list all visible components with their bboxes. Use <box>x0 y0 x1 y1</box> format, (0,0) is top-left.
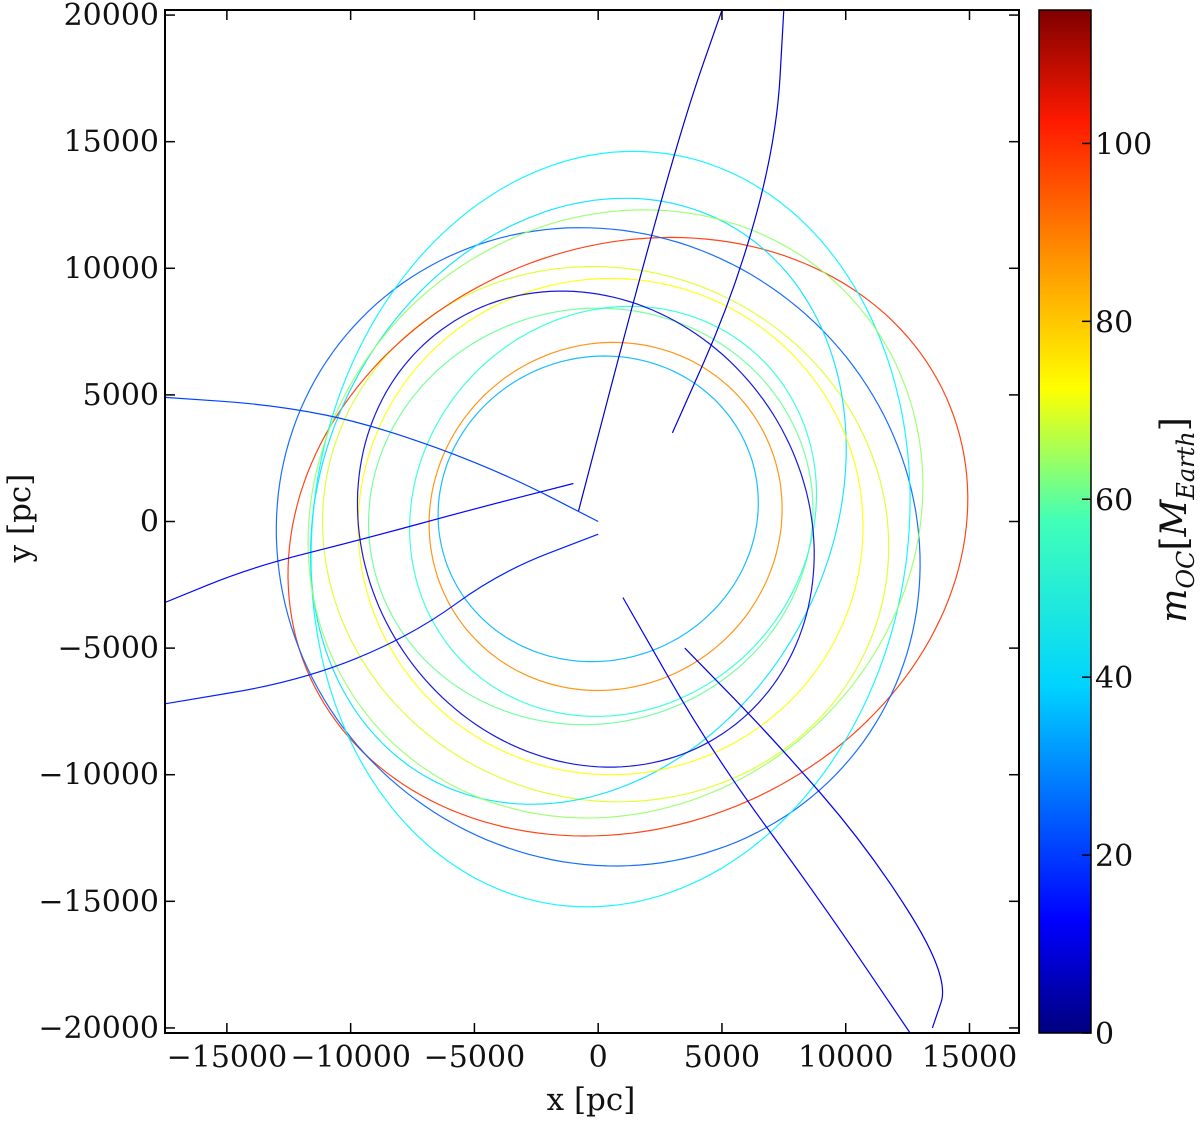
escaping-orbit-1 <box>684 647 944 1029</box>
escaping-orbit-3 <box>165 482 574 604</box>
escaping-orbit-5 <box>671 10 785 434</box>
y-tick-label: 15000 <box>64 125 159 160</box>
y-ticks: −20000 −15000 −10000 −5000 0 5000 10000 15000 20… <box>38 0 1019 1046</box>
escaping-orbit-0 <box>577 10 723 512</box>
colorbar-label: mOC[MEarth] <box>1154 417 1200 623</box>
x-tick-label: 15000 <box>922 1040 1017 1075</box>
orbit-3 <box>275 227 921 867</box>
x-tick-label: −5000 <box>424 1040 525 1075</box>
colorbar-tick-label: 40 <box>1095 661 1133 696</box>
x-tick-label: 0 <box>589 1040 608 1075</box>
plot-background <box>165 10 1019 1033</box>
colorbar-tick-label: 80 <box>1095 305 1133 340</box>
orbit-0 <box>368 307 814 726</box>
colorbar-label-base: m <box>1154 589 1195 623</box>
colorbar-label-inner-base: M <box>1154 499 1195 538</box>
colorbar-tick-label: 20 <box>1095 839 1133 874</box>
y-axis-label: y [pc] <box>2 474 38 564</box>
y-tick-label: −20000 <box>38 1011 159 1046</box>
x-tick-label: −10000 <box>290 1040 411 1075</box>
x-axis-label: x [pc] <box>547 1082 636 1118</box>
colorbar-tick-label: 100 <box>1095 127 1152 162</box>
orbit-5 <box>309 197 847 805</box>
escaping-orbit-2 <box>165 396 599 523</box>
x-tick-label: 10000 <box>798 1040 893 1075</box>
y-tick-label: 0 <box>140 505 159 540</box>
orbit-9 <box>356 290 815 768</box>
y-tick-label: 10000 <box>64 251 159 286</box>
y-tick-label: 5000 <box>83 378 159 413</box>
y-tick-label: −10000 <box>38 758 159 793</box>
colorbar-tick-label: 60 <box>1095 483 1133 518</box>
colorbar-ticks: 0 20 40 60 80 100 <box>1082 127 1152 1052</box>
orbit-4 <box>408 305 818 718</box>
escaping-orbit-6 <box>622 597 911 1033</box>
orbit-7 <box>437 355 759 663</box>
colorbar-label-sub: OC <box>1172 551 1200 589</box>
colorbar-label-bracket-open: [ <box>1154 537 1195 551</box>
x-tick-label: 5000 <box>684 1040 760 1075</box>
orbits-layer <box>165 10 969 1033</box>
orbit-1 <box>321 265 890 803</box>
x-tick-label: −15000 <box>167 1040 288 1075</box>
plot-area: −15000 −10000 −5000 0 5000 10000 15000 −20000−… <box>38 0 1020 1075</box>
colorbar: 0 20 40 60 80 100 mOC[MEarth] <box>1038 9 1200 1052</box>
escaping-orbit-4 <box>165 533 599 705</box>
orbit-2 <box>287 236 969 837</box>
y-tick-label: −15000 <box>38 884 159 919</box>
y-tick-label: −5000 <box>58 631 159 666</box>
x-ticks: −15000 −10000 −5000 0 5000 10000 15000 <box>167 10 1017 1075</box>
colorbar-label-bracket-close: ] <box>1154 417 1195 431</box>
orbit-8 <box>310 150 911 908</box>
colorbar-tick-label: 0 <box>1095 1017 1114 1052</box>
colorbar-gradient <box>1038 9 1092 1034</box>
y-tick-label: 20000 <box>64 0 159 33</box>
orbit-10 <box>428 341 783 692</box>
orbit-11 <box>307 209 924 819</box>
colorbar-label-inner-sub: Earth <box>1172 431 1200 500</box>
